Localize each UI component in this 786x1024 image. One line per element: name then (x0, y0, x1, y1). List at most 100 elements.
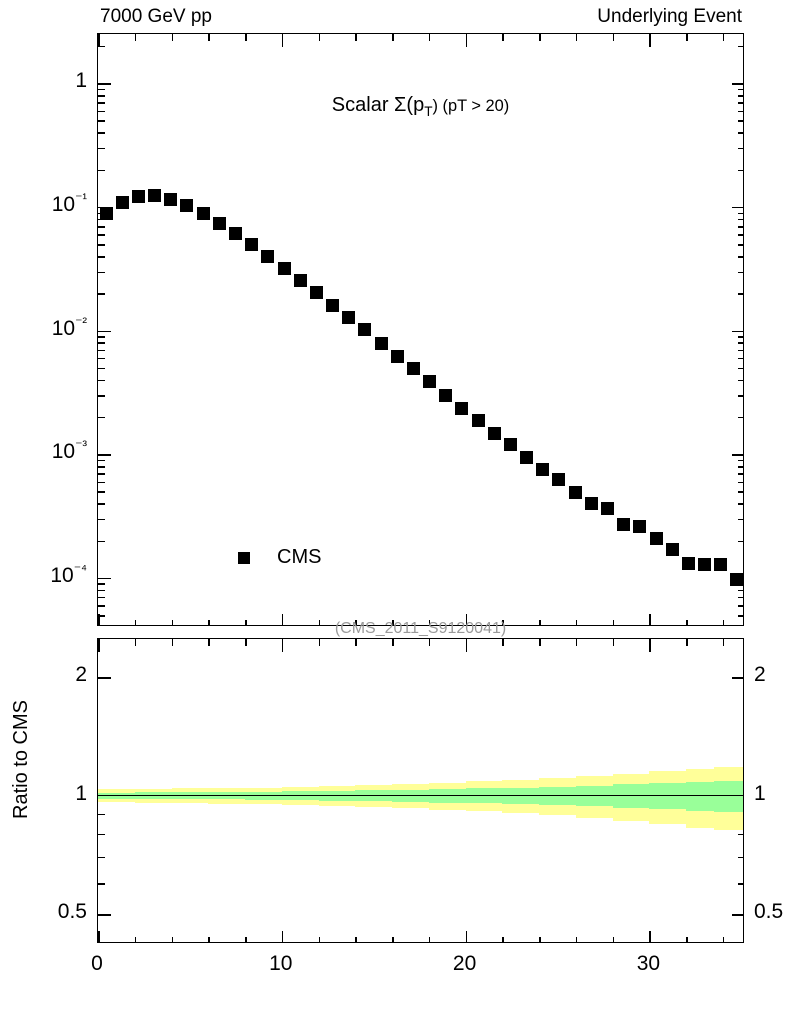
x-major-tick (465, 614, 468, 625)
ratio-y-minor-tick-right (738, 833, 743, 836)
data-point (584, 496, 598, 510)
y-minor-tick (98, 102, 105, 104)
y-minor-tick (98, 132, 105, 134)
x-minor-tick (355, 937, 357, 942)
plot-title-tail: ) (pT > 20) (432, 97, 510, 115)
y-minor-tick-right (738, 218, 743, 221)
y-tick-label: 10⁻⁴ (50, 560, 87, 587)
x-minor-tick (171, 937, 174, 942)
y-minor-tick-right (738, 45, 743, 48)
y-minor-tick-right (738, 503, 743, 505)
y-minor-tick (98, 357, 105, 360)
y-minor-tick (98, 293, 105, 295)
x-major-tick (281, 931, 284, 942)
data-point (374, 336, 388, 350)
x-minor-tick (575, 620, 578, 625)
y-minor-tick (98, 589, 105, 592)
x-minor-tick (208, 937, 210, 942)
main-plot-area (98, 34, 743, 625)
data-point (148, 188, 162, 202)
y-minor-tick (98, 583, 105, 585)
x-minor-tick (134, 620, 137, 625)
x-minor-tick-top (392, 34, 394, 41)
data-point (423, 375, 437, 389)
x-minor-tick (245, 620, 247, 625)
y-minor-tick (98, 88, 105, 91)
data-point (390, 349, 404, 363)
y-minor-tick (98, 473, 105, 475)
data-point (730, 573, 743, 587)
y-minor-tick-right (738, 132, 743, 134)
x-minor-tick-top (686, 639, 688, 646)
x-minor-tick (686, 620, 688, 625)
y-major-tick-right (732, 330, 743, 332)
y-minor-tick (98, 379, 105, 382)
data-point (99, 206, 113, 220)
data-point (617, 517, 631, 531)
x-minor-tick-top (318, 34, 321, 41)
y-minor-tick-right (738, 367, 743, 370)
y-minor-tick-right (738, 169, 743, 172)
legend-label-cms: CMS (277, 546, 322, 568)
x-major-tick (98, 614, 100, 625)
y-major-tick-right (732, 83, 743, 85)
header-analysis-category: Underlying Event (597, 6, 742, 27)
ratio-y-major-tick-right (732, 677, 743, 679)
x-minor-tick-top (245, 34, 247, 41)
ratio-reference-line (98, 794, 743, 797)
y-minor-tick-right (738, 212, 743, 214)
y-minor-tick-right (738, 379, 743, 382)
data-point (536, 463, 550, 477)
y-minor-tick (98, 95, 105, 97)
ratio-y-tick-label-left: 1 (75, 781, 87, 805)
data-point (131, 189, 145, 203)
x-minor-tick (392, 620, 394, 625)
y-minor-tick-right (738, 147, 743, 150)
y-minor-tick-right (738, 540, 743, 543)
x-minor-tick (502, 620, 504, 625)
x-minor-tick (686, 937, 688, 942)
x-minor-tick-top (575, 639, 578, 646)
x-minor-tick (318, 937, 321, 942)
x-major-tick (465, 931, 468, 942)
x-minor-tick-top (134, 34, 137, 41)
data-point (358, 323, 372, 337)
y-minor-tick (98, 518, 105, 521)
x-minor-tick-top (612, 34, 615, 41)
x-minor-tick (171, 620, 174, 625)
y-minor-tick-right (738, 271, 743, 273)
ratio-y-minor-tick (98, 833, 105, 836)
data-point (633, 520, 647, 534)
y-minor-tick-right (738, 473, 743, 475)
y-minor-tick-right (738, 256, 743, 258)
x-minor-tick (539, 620, 541, 625)
y-minor-tick (98, 244, 105, 246)
x-minor-tick-top (502, 639, 504, 646)
x-minor-tick (134, 937, 137, 942)
y-minor-tick-right (738, 234, 743, 236)
x-minor-tick (722, 620, 725, 625)
y-minor-tick (98, 226, 105, 228)
y-minor-tick (98, 540, 105, 543)
y-minor-tick (98, 256, 105, 258)
x-minor-tick-top (539, 34, 541, 41)
data-point (277, 261, 291, 275)
y-minor-tick-right (738, 491, 743, 493)
x-minor-tick-top (208, 639, 210, 646)
y-minor-tick (98, 45, 105, 48)
data-point (714, 558, 728, 572)
x-minor-tick-top (428, 34, 431, 41)
plot-title: Scalar Σ(pT) (pT > 20) (98, 94, 743, 118)
y-minor-tick-right (738, 349, 743, 352)
y-minor-tick (98, 342, 105, 344)
x-major-tick (649, 614, 651, 625)
x-minor-tick (428, 620, 431, 625)
y-minor-tick-right (738, 466, 743, 468)
y-minor-tick-right (738, 88, 743, 91)
y-minor-tick-right (738, 336, 743, 338)
y-minor-tick-right (738, 481, 743, 484)
y-minor-tick-right (738, 459, 743, 462)
x-minor-tick-top (171, 639, 174, 646)
x-major-tick (649, 931, 651, 942)
